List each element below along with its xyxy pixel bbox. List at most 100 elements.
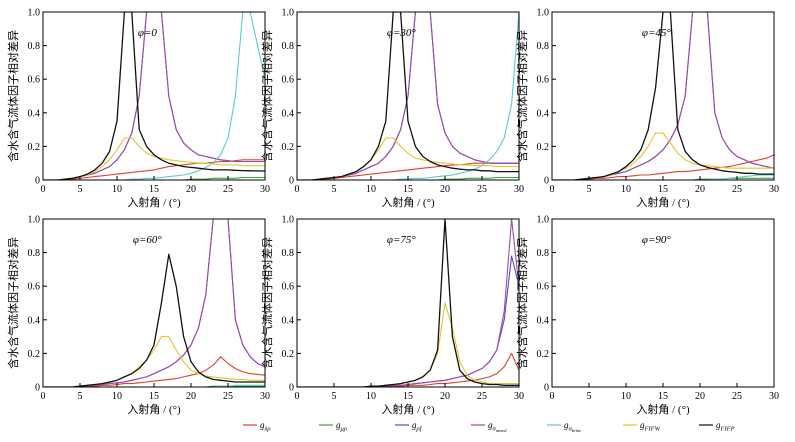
legend-label-g_sigma_brine: gσbrine bbox=[564, 420, 581, 433]
x-tick-label: 5 bbox=[587, 184, 592, 195]
x-tick-label: 20 bbox=[186, 391, 196, 402]
x-axis-label: 入射角 / (°) bbox=[381, 195, 435, 209]
y-tick-label: 0.8 bbox=[282, 248, 295, 259]
legend-label-g_FIFW: gFIFW bbox=[640, 420, 661, 433]
panel-annotation: φ=75° bbox=[387, 234, 417, 246]
y-tick-label: 1.0 bbox=[28, 8, 41, 19]
y-tick-label: 0 bbox=[289, 176, 294, 187]
legend-label-sub: FIFP bbox=[720, 426, 735, 433]
x-axis-label: 入射角 / (°) bbox=[127, 195, 181, 209]
legend-label-base: g bbox=[412, 420, 417, 430]
y-tick-label: 0.4 bbox=[28, 315, 41, 326]
y-tick-label: 0.6 bbox=[282, 282, 295, 293]
series-line-g_FIFW bbox=[297, 137, 519, 180]
x-tick-label: 5 bbox=[587, 391, 592, 402]
x-tick-label: 20 bbox=[186, 184, 196, 195]
y-tick-label: 0.2 bbox=[28, 349, 41, 360]
y-tick-label: 0.6 bbox=[282, 75, 295, 86]
x-tick-label: 30 bbox=[514, 391, 524, 402]
legend-label-base: g bbox=[564, 420, 569, 430]
y-axis-label: 含水含气流体因子相对差异 bbox=[515, 30, 529, 162]
legend-label-g_Krho: gλρ bbox=[260, 420, 270, 433]
panel-6: 0 5 10 15 20 25 30 0 0.2 0.4 0.6 0.8 1.0 入射角 / (°) 含水含… bbox=[515, 215, 779, 417]
x-tick-label: 15 bbox=[403, 391, 413, 402]
y-tick-label: 1.0 bbox=[282, 215, 295, 226]
x-tick-label: 10 bbox=[112, 184, 122, 195]
x-tick-label: 20 bbox=[695, 391, 705, 402]
x-tick-label: 10 bbox=[366, 391, 376, 402]
y-tick-label: 0 bbox=[289, 383, 294, 394]
y-tick-label: 0.8 bbox=[28, 41, 41, 52]
legend-label-g_sigma_mixed: gσmixed bbox=[488, 420, 507, 433]
x-axis-label: 入射角 / (°) bbox=[636, 402, 690, 416]
series-line-g_rhof bbox=[297, 255, 519, 387]
y-tick-label: 0 bbox=[35, 383, 40, 394]
legend-label-sub: ρf bbox=[416, 426, 423, 433]
x-tick-label: 15 bbox=[403, 184, 413, 195]
x-tick-label: 5 bbox=[332, 391, 337, 402]
x-tick-label: 0 bbox=[295, 184, 300, 195]
x-tick-label: 15 bbox=[149, 391, 159, 402]
y-tick-label: 0.8 bbox=[282, 41, 295, 52]
y-axis-label: 含水含气流体因子相对差异 bbox=[515, 237, 529, 369]
x-tick-label: 30 bbox=[260, 391, 270, 402]
legend-label-base: g bbox=[716, 420, 721, 430]
panel-5: 0 5 10 15 20 25 30 0 0.2 0.4 0.6 0.8 1.0 入射角 / (°) 含水含… bbox=[260, 215, 524, 417]
series-line-g_Krho bbox=[43, 356, 265, 387]
y-axis-label: 含水含气流体因子相对差异 bbox=[6, 237, 20, 369]
y-tick-label: 0 bbox=[544, 176, 549, 187]
y-tick-label: 1.0 bbox=[537, 8, 550, 19]
legend-label-subsub: mixed bbox=[496, 428, 507, 433]
y-tick-label: 0.4 bbox=[537, 315, 550, 326]
legend-label-base: g bbox=[488, 420, 493, 430]
legend-label-g_FIFP: gFIFP bbox=[716, 420, 735, 433]
x-tick-label: 30 bbox=[514, 184, 524, 195]
legend-label-base: g bbox=[336, 420, 341, 430]
panel-annotation: φ=0 bbox=[138, 27, 158, 39]
series-line-g_FIFW bbox=[297, 302, 519, 387]
legend-label-sub: λρ bbox=[264, 426, 271, 433]
x-tick-label: 20 bbox=[440, 391, 450, 402]
x-tick-label: 10 bbox=[366, 184, 376, 195]
x-tick-label: 15 bbox=[149, 184, 159, 195]
x-tick-label: 0 bbox=[41, 391, 46, 402]
legend-label-sub: μρ bbox=[341, 426, 347, 433]
x-tick-label: 5 bbox=[78, 184, 83, 195]
x-tick-label: 10 bbox=[621, 391, 631, 402]
y-tick-label: 0.2 bbox=[28, 142, 41, 153]
x-tick-label: 0 bbox=[550, 184, 555, 195]
legend-label-sub: σ bbox=[569, 426, 573, 433]
y-axis-label: 含水含气流体因子相对差异 bbox=[260, 30, 274, 162]
series-line-g_FIFW bbox=[43, 137, 265, 180]
x-tick-label: 15 bbox=[658, 391, 668, 402]
y-tick-label: 0.4 bbox=[282, 315, 295, 326]
x-tick-label: 25 bbox=[477, 391, 487, 402]
y-tick-label: 0.6 bbox=[537, 75, 550, 86]
panel-3: 0 5 10 15 20 25 30 0 0.2 0.4 0.6 0.8 1.0 入射角 / (°) 含水含… bbox=[515, 8, 779, 210]
x-tick-label: 25 bbox=[223, 391, 233, 402]
y-tick-label: 0.2 bbox=[282, 142, 295, 153]
legend-label-subsub: brine bbox=[572, 428, 582, 433]
y-tick-label: 0.2 bbox=[537, 349, 550, 360]
panel-1: 0 5 10 15 20 25 30 0 0.2 0.4 0.6 0.8 1.0 入射角 / (°) 含水含… bbox=[6, 8, 270, 210]
y-tick-label: 1.0 bbox=[282, 8, 295, 19]
legend-label-g_rhof: gρf bbox=[412, 420, 423, 433]
panel-annotation: φ=90° bbox=[642, 234, 672, 246]
y-tick-label: 0 bbox=[544, 383, 549, 394]
x-tick-label: 30 bbox=[769, 391, 779, 402]
y-axis-label: 含水含气流体因子相对差异 bbox=[260, 237, 274, 369]
x-axis-label: 入射角 / (°) bbox=[636, 195, 690, 209]
y-tick-label: 0.4 bbox=[537, 108, 550, 119]
x-axis-label: 入射角 / (°) bbox=[127, 402, 181, 416]
y-tick-label: 0.6 bbox=[28, 282, 41, 293]
x-tick-label: 25 bbox=[732, 391, 742, 402]
x-tick-label: 25 bbox=[223, 184, 233, 195]
y-tick-label: 0.8 bbox=[28, 248, 41, 259]
y-tick-label: 0.2 bbox=[537, 142, 550, 153]
x-tick-label: 15 bbox=[658, 184, 668, 195]
y-tick-label: 0.4 bbox=[28, 108, 41, 119]
x-tick-label: 5 bbox=[78, 391, 83, 402]
x-tick-label: 25 bbox=[732, 184, 742, 195]
